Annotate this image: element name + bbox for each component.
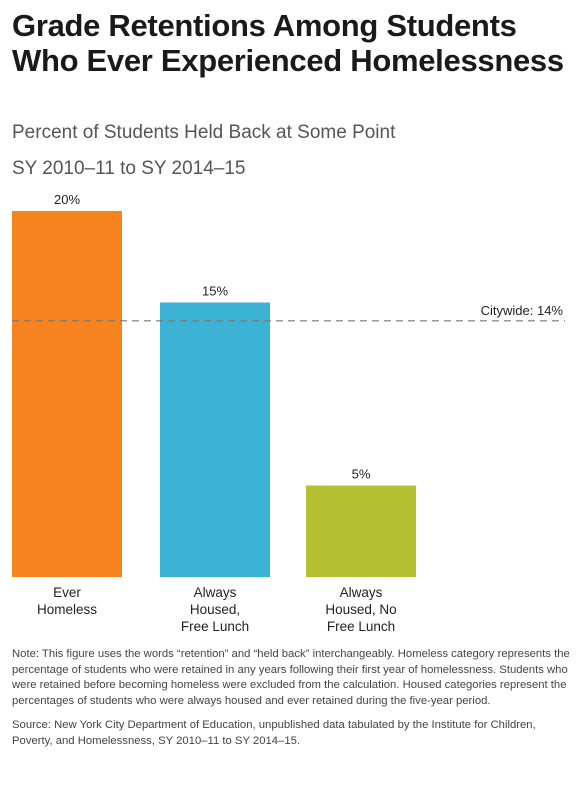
chart-notes: Note: This figure uses the words “retent…: [12, 647, 574, 758]
chart-subtitle: Percent of Students Held Back at Some Po…: [12, 122, 396, 143]
note-text: Note: This figure uses the words “retent…: [12, 648, 570, 707]
category-label-3: Always Housed, No Free Lunch: [325, 585, 396, 634]
source-text: Source: New York City Department of Educ…: [12, 719, 536, 747]
chart-period: SY 2010–11 to SY 2014–15: [12, 158, 246, 179]
category-label-2: Always Housed, Free Lunch: [181, 585, 249, 634]
bar-value-label-1: 20%: [54, 192, 80, 207]
bar-1: [12, 211, 122, 577]
bar-chart: 20% Ever Homeless 15% Always Housed, Free Lunc…: [12, 192, 565, 634]
category-label-1: Ever Homeless: [37, 585, 97, 617]
chart-title: Grade Retentions Among Students Who Ever…: [12, 8, 564, 78]
bar-3: [306, 485, 416, 577]
bar-value-label-3: 5%: [352, 467, 371, 482]
bar-value-label-2: 15%: [202, 284, 228, 299]
citywide-reference-label: Citywide: 14%: [481, 303, 564, 318]
bar-2: [160, 302, 270, 577]
